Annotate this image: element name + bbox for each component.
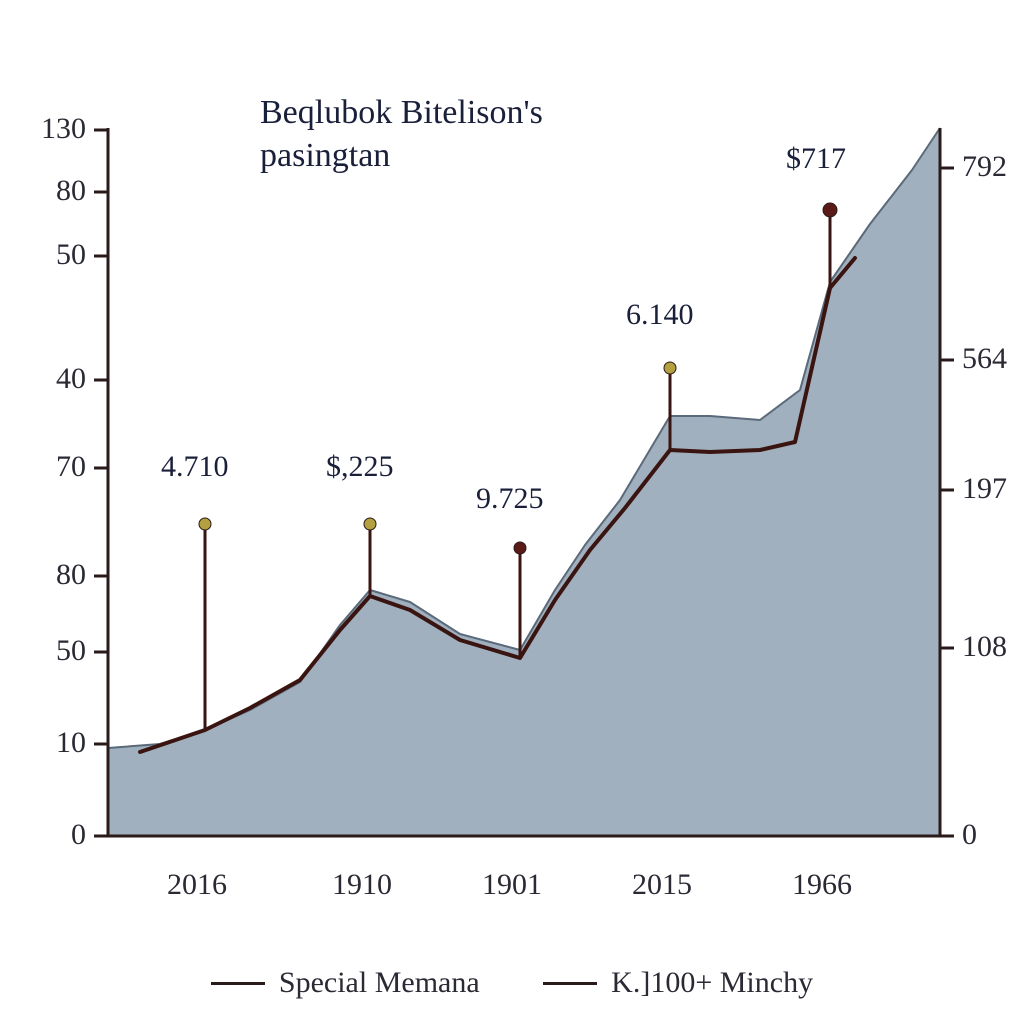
callout-label: 9.725 (476, 482, 544, 516)
right-axis-tick: 564 (962, 342, 1007, 376)
callout-label: 6.140 (626, 298, 694, 332)
chart-title-line2: pasingtan (260, 137, 390, 174)
left-axis-tick: 50 (56, 238, 86, 272)
chart-title-line1: Beqlubok Bitelison's (260, 94, 543, 131)
left-axis-tick: 0 (71, 818, 86, 852)
right-axis-tick: 197 (962, 472, 1007, 506)
left-axis-tick: 40 (56, 362, 86, 396)
x-axis-label: 1901 (482, 868, 542, 902)
legend-item-0: Special Memana (211, 966, 480, 1000)
left-axis-tick: 130 (41, 112, 86, 146)
legend-line-icon (211, 982, 265, 985)
chart-container: Beqlubok Bitelison's pasingtan 130 80 50 40… (0, 0, 1024, 1024)
x-axis-label: 2016 (167, 868, 227, 902)
callout-label: $717 (786, 142, 846, 176)
right-axis-tick: 108 (962, 630, 1007, 664)
legend-label-0: Special Memana (279, 966, 480, 1000)
right-axis-tick: 0 (962, 818, 977, 852)
left-axis-tick: 70 (56, 450, 86, 484)
left-axis-tick: 80 (56, 174, 86, 208)
x-axis-label: 1966 (792, 868, 852, 902)
callout-label: $,225 (326, 450, 394, 484)
x-axis-label: 1910 (332, 868, 392, 902)
left-axis-tick: 80 (56, 558, 86, 592)
legend: Special Memana K.]100+ Minchy (0, 959, 1024, 1001)
legend-item-1: K.]100+ Minchy (543, 966, 813, 1000)
left-axis-tick: 10 (56, 726, 86, 760)
callout-label: 4.710 (161, 450, 229, 484)
right-axis-tick: 792 (962, 150, 1007, 184)
x-axis-label: 2015 (632, 868, 692, 902)
legend-line-icon (543, 982, 597, 985)
legend-label-1: K.]100+ Minchy (611, 966, 813, 1000)
left-axis-tick: 50 (56, 634, 86, 668)
chart-title: Beqlubok Bitelison's pasingtan (260, 92, 543, 177)
